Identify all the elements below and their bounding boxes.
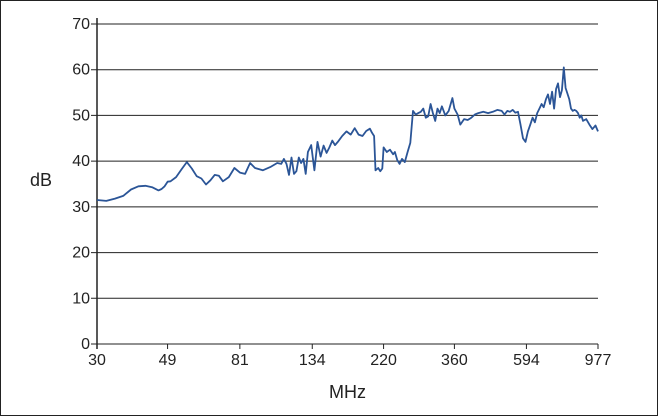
x-tick-label: 360 (441, 352, 468, 369)
y-tick-label: 30 (72, 199, 90, 216)
x-axis-title: MHz (329, 382, 366, 402)
grid-lines (91, 23, 598, 345)
y-tick-label: 50 (72, 107, 90, 124)
y-axis-ticks: 0 10 20 30 40 50 60 70 (72, 16, 90, 353)
y-tick-label: 70 (72, 16, 90, 33)
x-tick-label: 977 (585, 352, 612, 369)
x-tick-label: 134 (299, 352, 326, 369)
x-axis-ticks: 30 49 81 134 220 360 594 977 (88, 344, 611, 369)
x-tick-label: 30 (88, 352, 106, 369)
y-tick-label: 20 (72, 245, 90, 262)
y-tick-label: 40 (72, 153, 90, 170)
x-tick-label: 594 (513, 352, 540, 369)
x-tick-label: 49 (159, 352, 177, 369)
y-tick-label: 10 (72, 290, 90, 307)
series-line (96, 66, 599, 202)
y-tick-label: 60 (72, 62, 90, 79)
y-tick-label: 0 (81, 336, 90, 353)
y-axis-title: dB (30, 170, 52, 190)
x-tick-label: 220 (370, 352, 397, 369)
x-tick-label: 81 (231, 352, 249, 369)
